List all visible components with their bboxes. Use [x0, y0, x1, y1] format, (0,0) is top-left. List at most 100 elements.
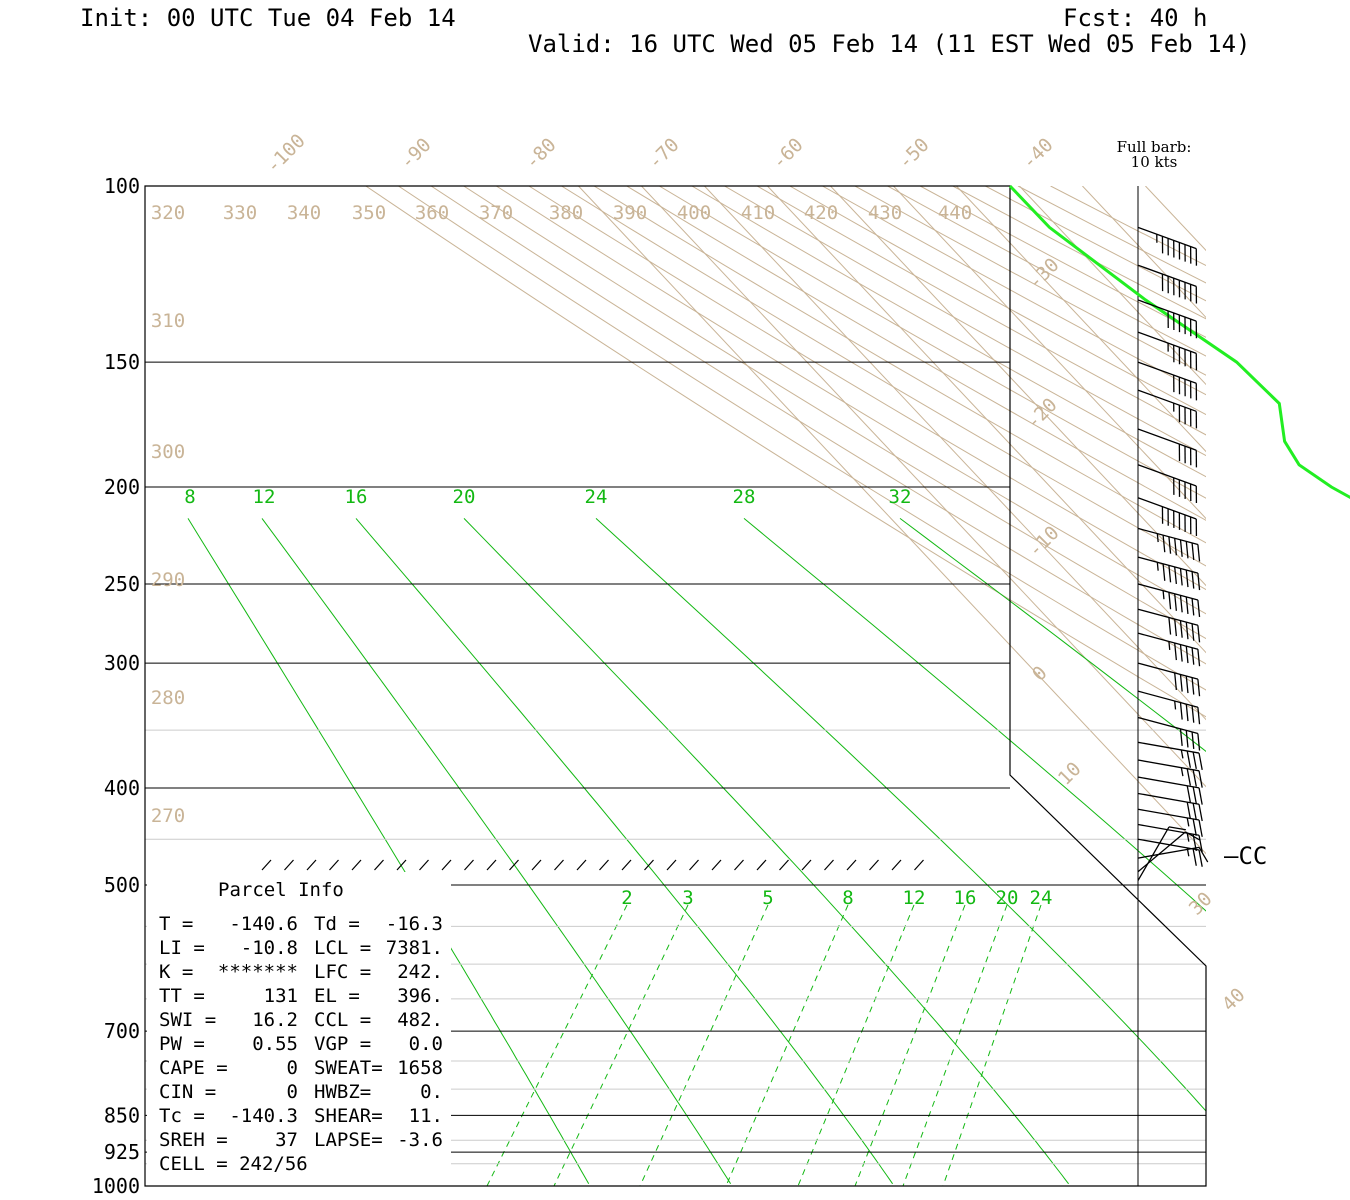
moist-adiabat-label: 32 — [889, 486, 912, 508]
dry-adiabat — [365, 186, 1206, 718]
wind-barb — [1137, 741, 1203, 770]
wind-barb-staff — [1137, 831, 1186, 873]
pressure-axis-labels: 100 150 200 250 300 400 500 700 850 925 1000 — [92, 174, 140, 1198]
wind-barb-flag — [1185, 646, 1189, 664]
wind-barb-flag — [1191, 571, 1195, 589]
hatch-mark — [509, 859, 519, 871]
wind-barb-flag — [1192, 751, 1197, 769]
parcel-info-label: EL = — [314, 985, 360, 1007]
theta-label: 310 — [151, 310, 185, 332]
wind-barb-staff — [1137, 527, 1199, 546]
wind-barb-half-flag — [1162, 590, 1165, 600]
pressure-label: 100 — [104, 174, 140, 198]
hatch-mark — [734, 859, 744, 871]
dry-adiabat — [528, 186, 1206, 591]
isotherm-label: -10 — [1024, 522, 1064, 562]
wind-barb-flag — [1197, 599, 1201, 618]
mixing-ratio-label: 24 — [1030, 887, 1053, 909]
barb-legend-line2: 10 kts — [1131, 153, 1178, 171]
wind-barb-flag — [1197, 679, 1201, 697]
cut-label: —CC — [1224, 842, 1267, 870]
hatch-mark — [284, 859, 294, 871]
moist-adiabat — [187, 518, 590, 1185]
wind-barb — [1137, 583, 1201, 618]
hatch-mark — [464, 859, 474, 871]
pressure-label: 150 — [104, 350, 140, 374]
wind-barb-flag — [1198, 804, 1203, 822]
hatch-mark — [441, 859, 452, 871]
parcel-info-label: LAPSE= — [314, 1129, 383, 1151]
parcel-info-value: -10.8 — [241, 937, 298, 959]
moist-adiabat-label: 24 — [585, 486, 608, 508]
wind-barb-flag — [1191, 542, 1195, 560]
mixing-ratio-line — [902, 904, 1008, 1186]
wind-barb — [1137, 808, 1203, 837]
mixing-ratio-line — [639, 904, 769, 1186]
wind-barb-staff — [1137, 838, 1200, 851]
parcel-info-value: 16.2 — [252, 1009, 298, 1031]
dry-adiabat — [496, 186, 1206, 615]
dry-adiabat — [854, 186, 1206, 376]
hatch-mark — [891, 859, 902, 871]
wind-barb — [1137, 759, 1203, 788]
wind-barb — [1137, 497, 1198, 537]
wind-barb-flag — [1192, 848, 1197, 866]
wind-barb-staff — [1137, 826, 1170, 881]
wind-barb-flag — [1191, 677, 1195, 695]
parcel-info-value: -140.6 — [229, 913, 298, 935]
wind-barb-staff — [1137, 776, 1200, 789]
moist-adiabat — [743, 518, 1206, 912]
wind-barb-flag — [1197, 649, 1201, 667]
barb-legend-line1: Full barb: — [1117, 138, 1192, 156]
wind-barb-flag — [1192, 769, 1197, 787]
wind-barb-flag — [1179, 702, 1183, 720]
parcel-info-panel: Parcel Info T = -140.6 Td = -16.3 LI = -10.8 L… — [147, 872, 451, 1184]
hatch-mark — [306, 859, 317, 871]
mixing-ratio-label: 3 — [682, 887, 693, 909]
wind-barb-flag — [1197, 733, 1201, 751]
wind-barb — [1137, 464, 1198, 504]
parcel-info-label: SWEAT= — [314, 1057, 383, 1079]
parcel-info-title: Parcel Info — [218, 879, 344, 901]
mixing-ratio-label: 5 — [762, 887, 773, 909]
wind-barb — [1137, 632, 1201, 667]
dry-adiabat — [952, 186, 1206, 320]
dry-adiabat — [789, 186, 1206, 416]
mixing-ratio-line — [797, 904, 915, 1186]
wind-barb-staff — [1137, 331, 1197, 354]
moist-adiabat-label: 12 — [253, 486, 276, 508]
wind-barb — [1137, 264, 1198, 304]
wind-barb-staff — [1137, 846, 1200, 859]
wind-barb — [1137, 608, 1201, 643]
theta-label: 380 — [549, 202, 583, 224]
hatch-mark — [351, 859, 362, 871]
hatch-mark — [689, 859, 699, 871]
wind-barb-flag — [1197, 625, 1201, 643]
mixing-ratio-label: 2 — [621, 887, 632, 909]
parcel-info-value: 37 — [275, 1129, 298, 1151]
wind-barb-flag — [1197, 707, 1201, 725]
pressure-label: 400 — [104, 776, 140, 800]
wind-barb-staff — [1137, 226, 1197, 250]
hatch-mark — [329, 859, 339, 871]
wind-barb — [1137, 831, 1201, 873]
parcel-info-value: 1658 — [397, 1057, 443, 1079]
isotherm-line — [1334, 186, 1350, 1186]
wind-barb-flag — [1192, 803, 1197, 821]
valid-time-label: Valid: 16 UTC Wed 05 Feb 14 (11 EST Wed … — [528, 30, 1250, 58]
pressure-label: 250 — [104, 572, 140, 596]
wind-barb — [1137, 846, 1209, 863]
parcel-info-value: -140.3 — [229, 1105, 298, 1127]
moist-adiabat-label: 28 — [733, 486, 756, 508]
isotherm-label: -70 — [644, 134, 684, 174]
parcel-info-label: LCL = — [314, 937, 371, 959]
pressure-label: 700 — [104, 1019, 140, 1043]
wind-barb-staff — [1137, 361, 1197, 384]
forecast-hour-label: Fcst: 40 h — [1063, 4, 1208, 32]
parcel-info-label: SREH = — [159, 1129, 228, 1151]
wind-barb — [1137, 826, 1186, 881]
hatch-mark — [846, 859, 857, 871]
wind-barb-flag — [1186, 750, 1192, 768]
wind-barb-staff — [1137, 662, 1199, 680]
